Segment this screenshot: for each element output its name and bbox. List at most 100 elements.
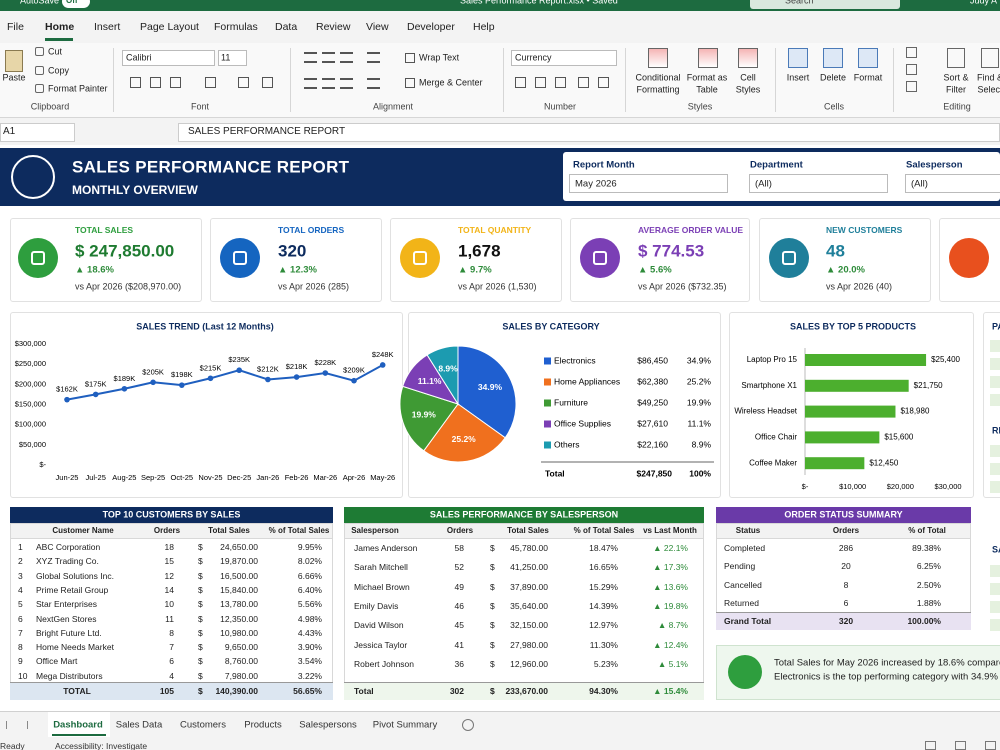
number-format-box[interactable] (511, 50, 617, 66)
ribbon-icon[interactable] (238, 77, 249, 88)
ribbon-button[interactable]: Insert (786, 72, 810, 83)
insight-text: Electronics is the top performing catego… (774, 671, 1000, 683)
ribbon-icon[interactable] (322, 52, 335, 63)
font-name-box[interactable] (122, 50, 215, 66)
edit-small-icon[interactable] (906, 81, 917, 92)
table-cell: Office Mart (36, 656, 78, 667)
ribbon-button[interactable]: Formatting (636, 84, 680, 95)
autosave: AutoSave (20, 0, 60, 6)
cell-icon[interactable] (823, 48, 843, 68)
ribbon-group-label: Editing (943, 101, 971, 112)
ribbon-icon[interactable] (130, 77, 141, 88)
kpi-change: ▲ 12.3% (278, 264, 317, 276)
filter-label: Report Month (573, 159, 635, 171)
icon (35, 47, 44, 56)
menu-tab[interactable]: Developer (407, 20, 455, 33)
ribbon-icon[interactable] (367, 78, 380, 89)
ribbon-button[interactable]: Merge & Center (419, 77, 483, 88)
filter-dropdown[interactable] (905, 174, 1000, 193)
ribbon-icon[interactable] (304, 52, 317, 63)
ribbon-icon[interactable] (598, 77, 609, 88)
ribbon-icon[interactable] (304, 78, 317, 89)
edit-small-icon[interactable] (906, 47, 917, 58)
ribbon-button[interactable]: Select (977, 84, 1000, 95)
ribbon-button[interactable]: Format as (686, 72, 728, 83)
sheet-tab[interactable]: Customers (180, 719, 226, 731)
filter-dropdown[interactable] (749, 174, 888, 193)
menu-tab[interactable]: Insert (94, 20, 121, 33)
view-button[interactable] (985, 741, 996, 750)
edit-icon[interactable] (947, 48, 965, 68)
font-size: 11 (221, 52, 231, 63)
ribbon-button[interactable]: Filter (946, 84, 966, 95)
icon (35, 66, 44, 75)
search-box[interactable] (750, 0, 900, 9)
sheet-tab[interactable]: Sales Data (115, 719, 163, 731)
sheet-tab[interactable]: Products (244, 719, 282, 731)
ribbon-button[interactable]: Format Painter (48, 83, 108, 94)
add-sheet-button[interactable] (462, 719, 474, 731)
cell-icon[interactable] (858, 48, 878, 68)
ribbon-icon[interactable] (515, 77, 526, 88)
cell-icon[interactable] (788, 48, 808, 68)
style-icon[interactable] (648, 48, 668, 68)
table-cell: 15.29% (589, 581, 618, 592)
table-cell: 6 (18, 613, 23, 624)
style-icon[interactable] (698, 48, 718, 68)
menu-tab[interactable]: Home (45, 20, 75, 33)
edit-small-icon[interactable] (906, 64, 917, 75)
ribbon-icon[interactable] (535, 77, 546, 88)
menu-tab[interactable]: File (7, 20, 24, 33)
ribbon-icon[interactable] (340, 78, 353, 89)
ribbon-button[interactable]: Wrap Text (419, 52, 460, 63)
ribbon-button[interactable]: Cell (740, 72, 756, 83)
ribbon-button[interactable]: Sort & (943, 72, 969, 83)
autosave-toggle[interactable] (62, 0, 90, 8)
sheet-tab[interactable]: Salespersons (299, 719, 357, 731)
ribbon-button[interactable]: Styles (735, 84, 761, 95)
ribbon-button[interactable]: Copy (48, 65, 70, 76)
name-box[interactable] (0, 123, 75, 142)
table-title: SALES PERFORMANCE BY SALESPERSON (429, 509, 619, 520)
status-accessibility[interactable]: Accessibility: Investigate (55, 740, 148, 750)
ribbon-button[interactable]: Find & (976, 72, 1000, 83)
column-header: % of Total (908, 526, 946, 535)
ribbon-icon[interactable] (170, 77, 181, 88)
ribbon-icon[interactable] (150, 77, 161, 88)
menu-tab[interactable]: Page Layout (140, 20, 199, 33)
menu-tab[interactable]: View (366, 20, 389, 33)
ribbon-group-label: Number (543, 101, 577, 112)
style-icon[interactable] (738, 48, 758, 68)
ribbon-icon[interactable] (262, 77, 273, 88)
menu-tab[interactable]: Data (275, 20, 298, 33)
menu-tab[interactable]: Review (316, 20, 351, 33)
table-total-cell: 56.65% (293, 685, 322, 696)
edit-icon[interactable] (981, 48, 999, 68)
filter-dropdown[interactable] (569, 174, 728, 193)
ribbon-button[interactable]: Conditional (635, 72, 681, 83)
paste-icon[interactable] (5, 50, 23, 72)
ribbon-button[interactable]: Table (696, 84, 718, 95)
ribbon-icon[interactable] (555, 77, 566, 88)
ribbon-button[interactable]: Cut (48, 46, 63, 57)
paste-button[interactable]: Paste (2, 72, 26, 83)
ribbon-icon[interactable] (322, 78, 335, 89)
filter-value: (All) (911, 178, 928, 190)
font-size-box[interactable] (218, 50, 247, 66)
ribbon-button[interactable]: Delete (819, 72, 847, 83)
menu-tab[interactable]: Formulas (214, 20, 258, 33)
sheet-tab[interactable]: Pivot Summary (372, 719, 438, 731)
view-button[interactable] (955, 741, 966, 750)
table-cell: XYZ Trading Co. (36, 556, 99, 567)
view-button[interactable] (925, 741, 936, 750)
sheet-tab[interactable]: Dashboard (53, 719, 103, 731)
menu-tab[interactable]: Help (473, 20, 495, 33)
ribbon-button[interactable]: Format (853, 72, 883, 83)
table-cell: 24,650.00 (220, 541, 258, 552)
ribbon-icon[interactable] (205, 77, 216, 88)
kpi-change: ▲ 5.6% (638, 264, 672, 276)
kpi-value: 1,678 (458, 241, 501, 261)
ribbon-icon[interactable] (340, 52, 353, 63)
ribbon-icon[interactable] (367, 52, 380, 63)
ribbon-icon[interactable] (578, 77, 589, 88)
